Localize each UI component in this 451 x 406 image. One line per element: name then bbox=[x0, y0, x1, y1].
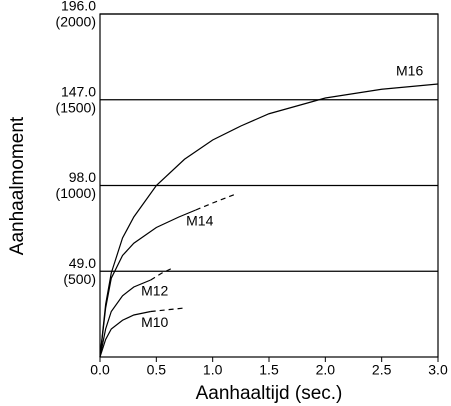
dashed-line bbox=[195, 193, 236, 211]
series-label: M16 bbox=[396, 63, 423, 79]
y-tick-label: 98.0 bbox=[69, 169, 96, 185]
y-tick-label: 147.0 bbox=[61, 83, 96, 99]
y-axis-label: Aanhaalmoment bbox=[7, 116, 28, 255]
line bbox=[99, 310, 151, 358]
y-secondary-tick-label: (500) bbox=[63, 271, 96, 287]
dashed-line bbox=[150, 267, 174, 281]
y-tick-label: 196.0 bbox=[61, 0, 96, 14]
series-label: M12 bbox=[141, 283, 168, 299]
series-label: M14 bbox=[186, 213, 213, 229]
x-tick-label: 2.0 bbox=[316, 362, 336, 378]
x-tick-label: 2.5 bbox=[372, 362, 392, 378]
dashed-line bbox=[150, 307, 185, 313]
y-tick-label: 49.0 bbox=[69, 255, 96, 271]
x-tick-label: 1.5 bbox=[259, 362, 279, 378]
line bbox=[99, 209, 196, 358]
x-tick-label: 1.0 bbox=[203, 362, 223, 378]
x-tick-label: 3.0 bbox=[428, 362, 448, 378]
y-secondary-tick-label: (1500) bbox=[56, 99, 96, 115]
x-tick-label: 0.0 bbox=[90, 362, 110, 378]
x-axis-label: Aanhaaltijd (sec.) bbox=[196, 383, 343, 404]
line bbox=[99, 83, 439, 358]
line bbox=[99, 279, 151, 358]
x-tick-label: 0.5 bbox=[147, 362, 167, 378]
series-label: M10 bbox=[141, 314, 168, 330]
y-secondary-tick-label: (1000) bbox=[56, 185, 96, 201]
y-secondary-tick-label: (2000) bbox=[56, 14, 96, 30]
